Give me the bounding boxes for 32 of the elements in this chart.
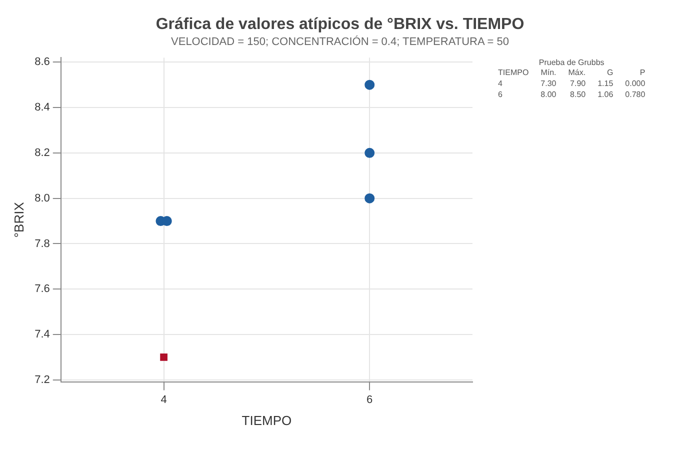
point bbox=[364, 148, 375, 158]
text: Mín. bbox=[540, 67, 558, 78]
text: 6 bbox=[497, 89, 504, 100]
text: 4 bbox=[497, 78, 504, 89]
text: 1.15 bbox=[596, 78, 614, 89]
y-tick-label: 7.6 bbox=[34, 283, 50, 296]
text: TIEMPO bbox=[497, 67, 530, 78]
point bbox=[364, 80, 375, 90]
text: 7.30 bbox=[540, 78, 558, 89]
text: 0.780 bbox=[624, 89, 646, 100]
text: 0.000 bbox=[624, 78, 646, 89]
text: G bbox=[606, 67, 614, 78]
text: Prueba de Grubbs bbox=[538, 58, 606, 67]
text: 1.06 bbox=[596, 89, 614, 100]
y-axis-title: °BRIX bbox=[11, 202, 26, 238]
chart-title: Gráfica de valores atípicos de °BRIX vs. TIEMPO bbox=[154, 15, 526, 34]
text: Máx. bbox=[567, 67, 587, 78]
x-axis-title: TIEMPO bbox=[242, 412, 292, 428]
text: 8.50 bbox=[569, 89, 587, 100]
y-tick-label: 8.0 bbox=[34, 192, 50, 204]
chart-subtitle: VELOCIDAD = 150; CONCENTRACIÓN = 0.4; TEMPERATURA = 50 bbox=[170, 36, 510, 48]
y-tick-label: 7.8 bbox=[34, 238, 50, 250]
y-tick-label: 7.4 bbox=[34, 328, 50, 341]
point bbox=[160, 354, 168, 361]
point bbox=[364, 193, 375, 204]
y-tick-label: 8.6 bbox=[34, 56, 50, 68]
text: P bbox=[638, 67, 646, 78]
text: 8.00 bbox=[540, 89, 558, 100]
y-tick-label: 8.2 bbox=[34, 146, 50, 159]
y-tick-label: 7.2 bbox=[34, 374, 50, 386]
y-tick-label: 8.4 bbox=[34, 102, 50, 114]
text: 7.90 bbox=[569, 78, 587, 89]
